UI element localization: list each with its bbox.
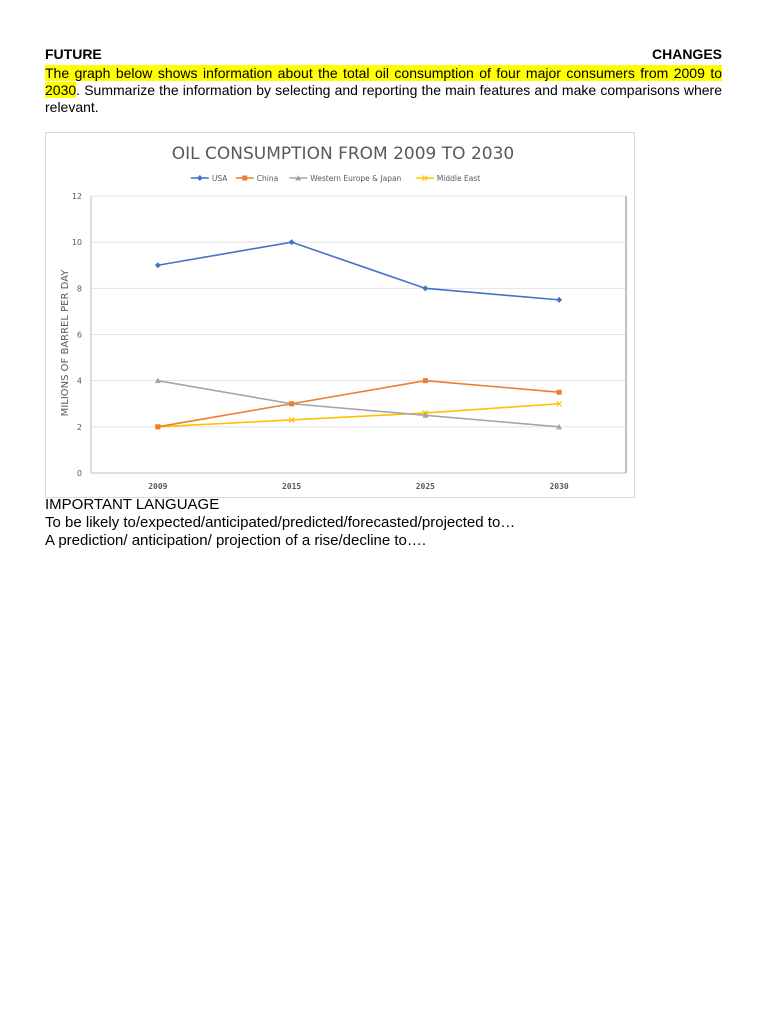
important-language-title: IMPORTANT LANGUAGE [45, 496, 220, 513]
x-tick-label: 2030 [549, 482, 568, 491]
series-line-usa [157, 241, 560, 301]
y-tick-label: 12 [72, 192, 82, 201]
language-line-2: A prediction/ anticipation/ projection o… [45, 532, 427, 549]
y-tick-label: 10 [72, 238, 82, 247]
data-point-western-europe-japan [556, 423, 563, 430]
data-point-usa [422, 285, 429, 292]
y-tick-label: 8 [77, 284, 82, 293]
heading-changes: CHANGES [651, 46, 722, 62]
legend-label-middle-east: Middle East [437, 174, 480, 183]
data-point-middle-east [288, 416, 295, 423]
data-point-usa [288, 239, 295, 246]
data-point-usa [556, 296, 563, 303]
legend-label-western-europe-japan: Western Europe & Japan [310, 174, 401, 183]
oil-consumption-chart: OIL CONSUMPTION FROM 2009 TO 2030 MILION… [45, 132, 635, 498]
chart-title: OIL CONSUMPTION FROM 2009 TO 2030 [172, 144, 514, 164]
x-tick-label: 2015 [282, 482, 301, 491]
legend-label-china: China [257, 174, 278, 183]
important-language-section: IMPORTANT LANGUAGE To be likely to/expec… [45, 496, 722, 550]
task-rest-text: . Summarize the information by selecting… [45, 82, 722, 115]
data-point-middle-east [556, 400, 563, 407]
heading-row: FUTURE CHANGES [45, 46, 722, 63]
chart-y-axis-label: MILIONS OF BARREL PER DAY [60, 269, 71, 417]
task-description: The graph below shows information about … [45, 65, 722, 116]
y-tick-label: 6 [77, 331, 82, 340]
language-line-1: To be likely to/expected/anticipated/pre… [45, 514, 516, 531]
series-line-western-europe-japan [157, 379, 560, 428]
heading-future: FUTURE [45, 46, 102, 62]
chart-svg: OIL CONSUMPTION FROM 2009 TO 2030 MILION… [60, 144, 627, 491]
data-point-china [556, 389, 562, 395]
series-line-middle-east [157, 402, 560, 428]
legend-marker-china [242, 175, 248, 181]
data-point-usa [154, 262, 161, 269]
data-point-western-europe-japan [154, 377, 161, 384]
legend-marker-western-europe-japan [295, 175, 302, 181]
legend-label-usa: USA [212, 174, 228, 183]
data-point-china [155, 424, 161, 430]
x-tick-label: 2025 [416, 482, 435, 491]
data-point-china [289, 401, 295, 407]
x-tick-label: 2009 [148, 482, 167, 491]
legend-marker-middle-east [421, 175, 428, 181]
y-tick-label: 0 [77, 469, 82, 478]
data-point-china [422, 378, 428, 384]
legend-marker-usa [196, 175, 203, 181]
series-line-china [157, 379, 560, 428]
data-point-western-europe-japan [422, 412, 429, 418]
y-tick-label: 4 [77, 377, 82, 386]
y-tick-label: 2 [77, 423, 82, 432]
